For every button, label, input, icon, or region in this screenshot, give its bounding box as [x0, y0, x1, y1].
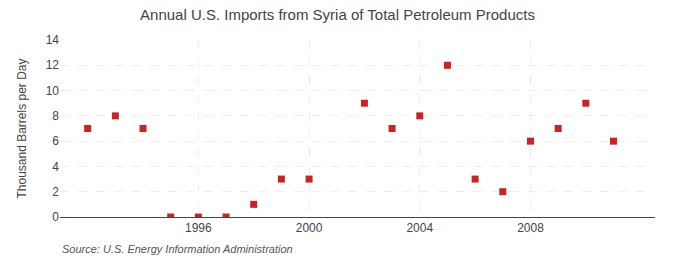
- svg-text:2008: 2008: [517, 221, 544, 235]
- svg-text:6: 6: [52, 134, 59, 148]
- svg-text:4: 4: [52, 160, 59, 174]
- svg-text:8: 8: [52, 109, 59, 123]
- svg-text:10: 10: [46, 84, 60, 98]
- svg-text:Source: U.S. Energy Informatio: Source: U.S. Energy Information Administ…: [62, 243, 293, 255]
- svg-text:Annual U.S. Imports from Syria: Annual U.S. Imports from Syria of Total …: [140, 6, 535, 23]
- svg-text:14: 14: [46, 33, 60, 47]
- svg-text:0: 0: [52, 210, 59, 224]
- svg-text:2004: 2004: [406, 221, 433, 235]
- svg-text:12: 12: [46, 58, 60, 72]
- svg-text:1996: 1996: [185, 221, 212, 235]
- svg-text:2000: 2000: [296, 221, 323, 235]
- svg-text:Thousand Barrels per Day: Thousand Barrels per Day: [15, 58, 29, 198]
- svg-text:2: 2: [52, 185, 59, 199]
